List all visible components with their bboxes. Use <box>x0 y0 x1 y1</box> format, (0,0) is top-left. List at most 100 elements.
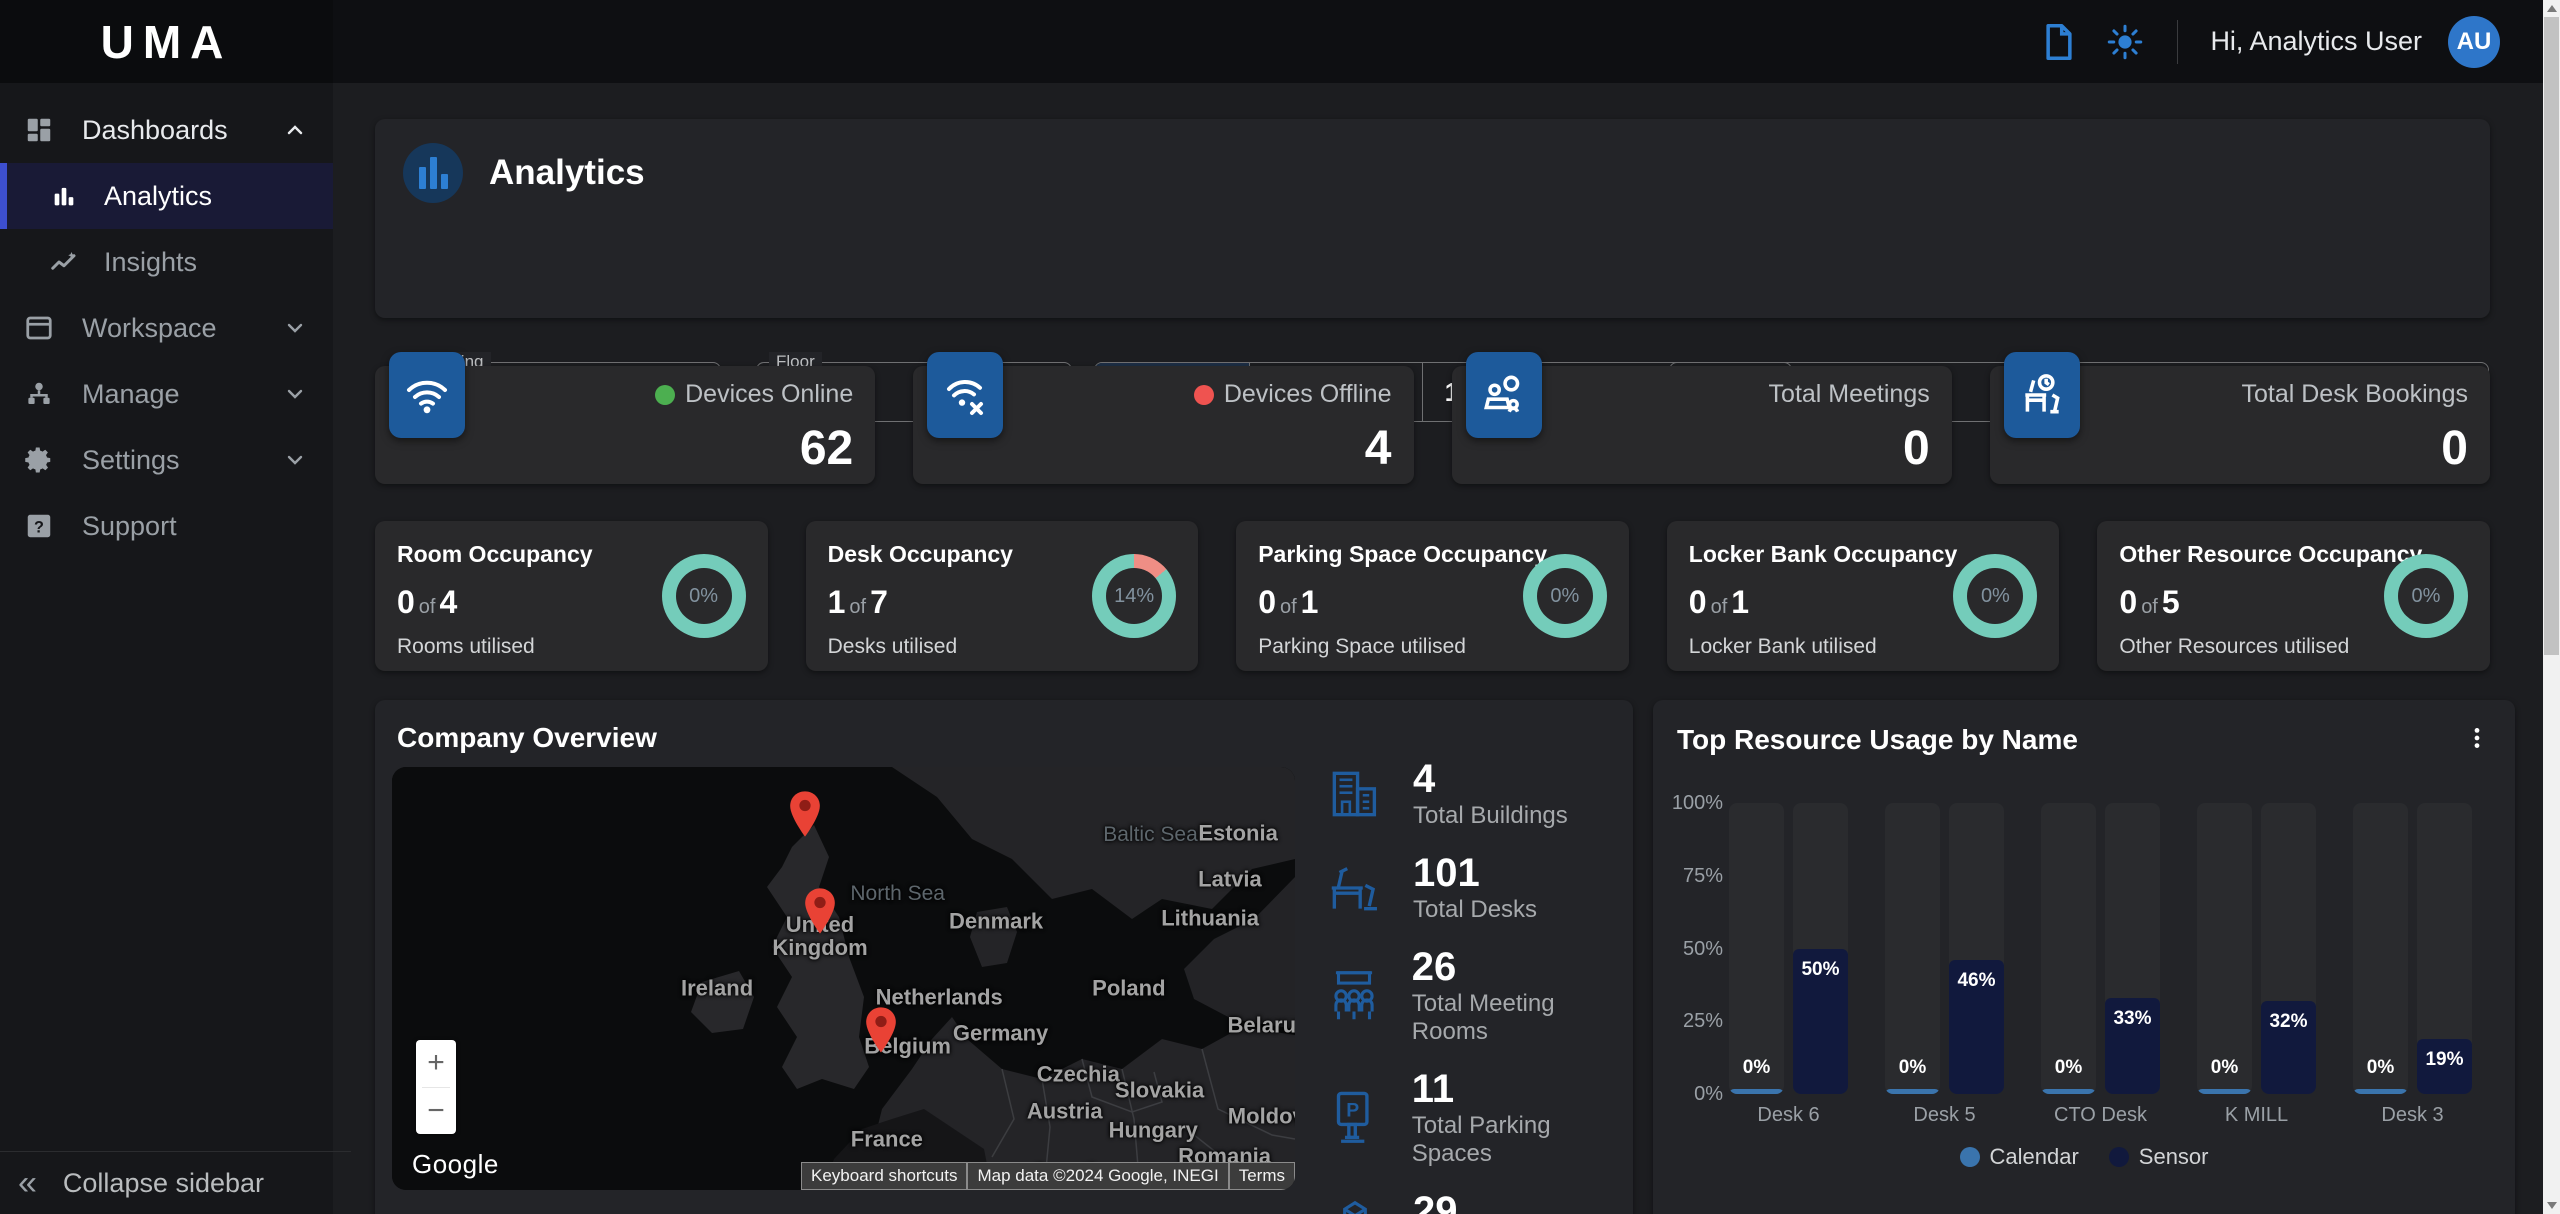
stat-value: 101 <box>1413 852 1537 894</box>
category-label: Desk 6 <box>1729 1104 1848 1127</box>
category-label: Desk 5 <box>1885 1104 2004 1127</box>
bar-value-label: 19% <box>2417 1049 2472 1071</box>
room-occupancy-card: Room Occupancy 0of4 Rooms utilised 0% <box>375 521 768 671</box>
scrollbar-down-arrow[interactable] <box>2543 1197 2560 1214</box>
document-icon[interactable] <box>2039 22 2079 62</box>
insights-icon <box>44 247 84 277</box>
occupancy-used: 0 <box>397 584 415 620</box>
calendar-bar <box>2353 1089 2408 1094</box>
zoom-out-button[interactable]: − <box>416 1088 456 1135</box>
desk-occupancy-card: Desk Occupancy 1of7 Desks utilised 14% <box>806 521 1199 671</box>
sidebar-item-insights[interactable]: Insights <box>0 229 333 295</box>
occupancy-donut: 14% <box>1092 554 1176 638</box>
stat-card-label: Total Meetings <box>1769 380 1930 409</box>
company-overview-title: Company Overview <box>397 722 657 754</box>
map-label: Hungary <box>1109 1118 1198 1141</box>
stat-card-label: Total Desk Bookings <box>2241 380 2468 409</box>
calendar-bar <box>2197 1089 2252 1094</box>
stat-value: 29 <box>1413 1190 1594 1214</box>
kebab-menu-icon[interactable] <box>2459 720 2495 756</box>
bar-track <box>2041 803 2096 1094</box>
terms-link[interactable]: Terms <box>1229 1162 1295 1190</box>
map-pin[interactable] <box>864 1006 898 1059</box>
stat-value: 26 <box>1412 946 1633 988</box>
app-screen: Hi, Analytics User AU UMA Dashboards <box>0 0 2560 1214</box>
y-axis-tick: 0% <box>1669 1083 1723 1106</box>
map-label: Poland <box>1092 977 1165 1000</box>
map-label: Moldova <box>1228 1105 1295 1128</box>
company-overview-panel: Company Overview No <box>375 700 1633 1214</box>
map-label: Czechia <box>1037 1062 1120 1085</box>
map-pin[interactable] <box>803 887 837 940</box>
locker-occupancy-card: Locker Bank Occupancy 0of1 Locker Bank u… <box>1667 521 2060 671</box>
sidebar-item-label: Settings <box>82 445 283 476</box>
bar-value-label: 0% <box>1729 1057 1784 1079</box>
page-scrollbar <box>2543 0 2560 1214</box>
occupancy-caption: Locker Bank utilised <box>1689 635 2038 659</box>
map[interactable]: North SeaBaltic SeaEstoniaLatviaLithuani… <box>392 767 1295 1190</box>
occupancy-total: 7 <box>870 584 888 620</box>
scrollbar-up-arrow[interactable] <box>2543 0 2560 17</box>
occupancy-caption: Rooms utilised <box>397 635 746 659</box>
sidebar-item-settings[interactable]: Settings <box>0 427 333 493</box>
occupancy-caption: Other Resources utilised <box>2119 635 2468 659</box>
resources-icon <box>1323 1195 1387 1214</box>
meeting-icon <box>1466 352 1542 438</box>
double-chevron-left-icon: « <box>18 1164 37 1203</box>
stat-value: 11 <box>1412 1068 1633 1110</box>
google-logo[interactable]: Google <box>412 1149 499 1180</box>
y-axis-tick: 25% <box>1669 1010 1723 1033</box>
total-desks-stat: 101Total Desks <box>1323 852 1633 924</box>
theme-brightness-icon[interactable] <box>2105 22 2145 62</box>
occupancy-total: 4 <box>439 584 457 620</box>
total-desk-bookings-card: Total Desk Bookings 0 <box>1990 352 2490 484</box>
sidebar-item-analytics[interactable]: Analytics <box>0 163 333 229</box>
occupancy-used: 0 <box>1689 584 1707 620</box>
scrollbar-thumb[interactable] <box>2544 17 2559 655</box>
bar-value-label: 0% <box>1885 1057 1940 1079</box>
map-pin[interactable] <box>788 790 822 843</box>
buildings-icon <box>1323 763 1387 825</box>
legend-label: Calendar <box>1990 1144 2079 1170</box>
occupancy-donut: 0% <box>1953 554 2037 638</box>
bar-value-label: 0% <box>2041 1057 2096 1079</box>
sidebar-item-manage[interactable]: Manage <box>0 361 333 427</box>
bar-group: 0%50%Desk 6 <box>1729 803 1848 1094</box>
devices-online-card: Devices Online 62 <box>375 352 875 484</box>
sidebar-item-label: Support <box>82 511 315 542</box>
zoom-in-button[interactable]: + <box>416 1040 456 1087</box>
sidebar: UMA Dashboards Analytics <box>0 0 333 1214</box>
avatar[interactable]: AU <box>2448 16 2500 68</box>
bar-group: 0%19%Desk 3 <box>2353 803 2472 1094</box>
bar-track <box>2261 803 2316 1094</box>
map-label: Netherlands <box>876 985 1003 1008</box>
sidebar-item-support[interactable]: ? Support <box>0 493 333 559</box>
stat-label: Total Parking Spaces <box>1412 1112 1633 1168</box>
map-label: Ireland <box>681 977 753 1000</box>
collapse-sidebar-button[interactable]: « Collapse sidebar <box>0 1151 351 1214</box>
total-buildings-stat: 4Total Buildings <box>1323 758 1633 830</box>
occupancy-cards-row: Room Occupancy 0of4 Rooms utilised 0% De… <box>375 521 2490 671</box>
legend-item-sensor[interactable]: Sensor <box>2109 1144 2209 1170</box>
occupancy-pct: 0% <box>676 568 732 624</box>
bar-value-label: 0% <box>2197 1057 2252 1079</box>
gear-icon <box>18 445 60 475</box>
chart-legend: Calendar Sensor <box>1653 1144 2515 1170</box>
help-icon: ? <box>18 511 60 541</box>
wifi-off-icon <box>927 352 1003 438</box>
bar-value-label: 0% <box>2353 1057 2408 1079</box>
occupancy-used: 0 <box>1258 584 1276 620</box>
map-label: Slovakia <box>1115 1079 1204 1102</box>
sidebar-item-workspace[interactable]: Workspace <box>0 295 333 361</box>
keyboard-shortcuts-link[interactable]: Keyboard shortcuts <box>801 1162 967 1190</box>
calendar-bar <box>1729 1089 1784 1094</box>
map-attribution: Keyboard shortcuts Map data ©2024 Google… <box>801 1162 1295 1190</box>
sidebar-item-label: Insights <box>104 247 197 278</box>
bar-track <box>1793 803 1848 1094</box>
sidebar-item-dashboards[interactable]: Dashboards <box>0 97 333 163</box>
occupancy-total: 1 <box>1731 584 1749 620</box>
category-label: K MILL <box>2197 1104 2316 1127</box>
legend-item-calendar[interactable]: Calendar <box>1960 1144 2079 1170</box>
collapse-sidebar-label: Collapse sidebar <box>63 1168 264 1199</box>
map-label: France <box>851 1128 923 1151</box>
